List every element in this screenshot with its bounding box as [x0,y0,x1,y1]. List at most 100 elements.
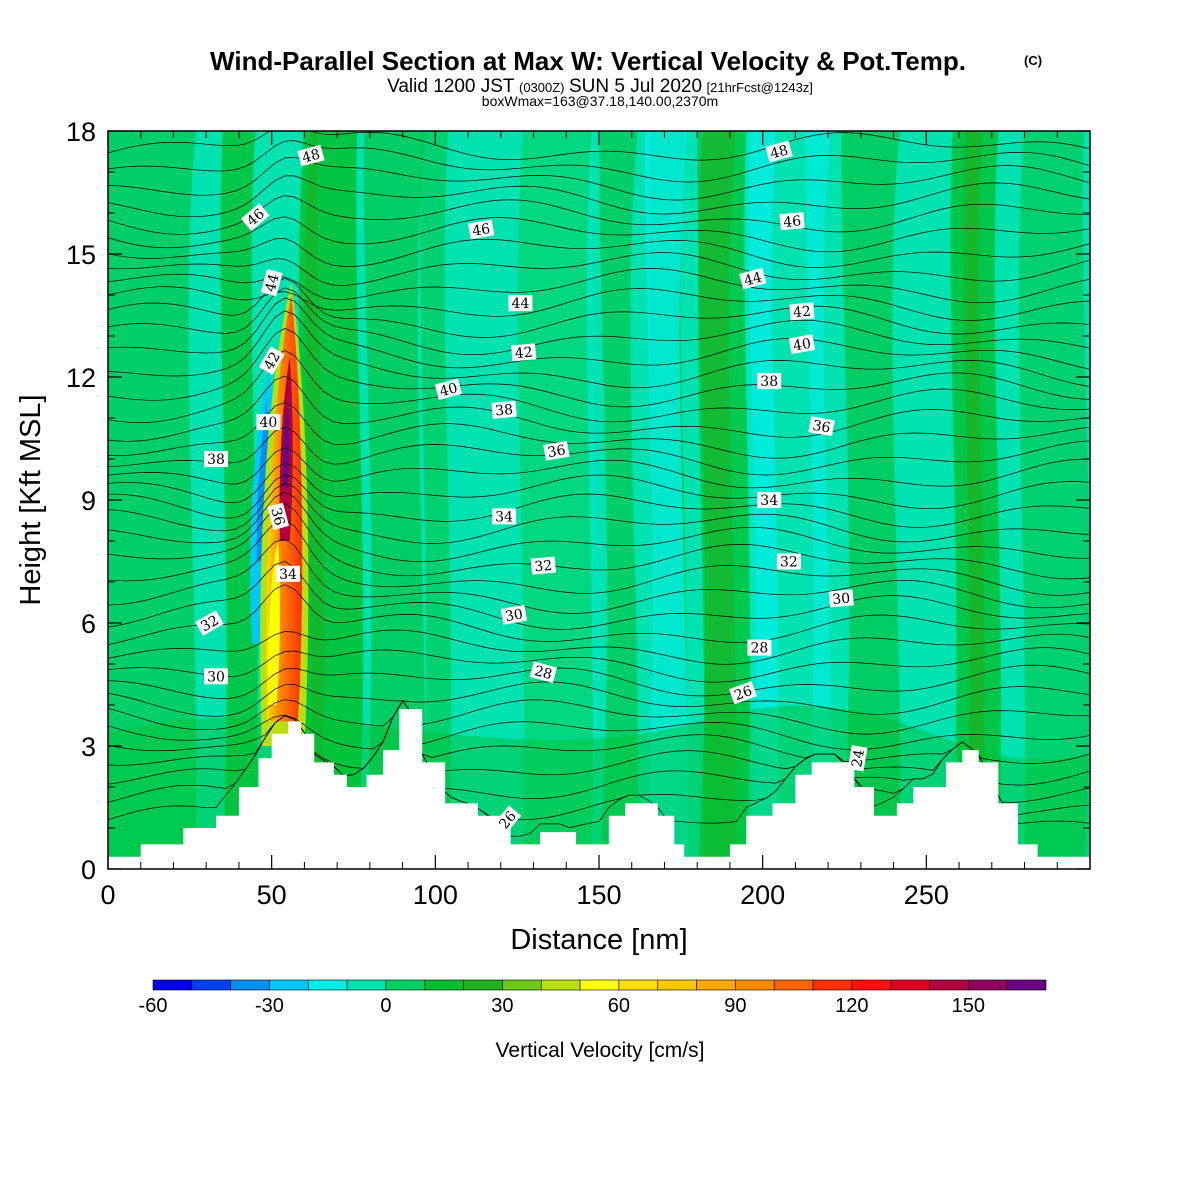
contour-label-text: 26 [732,683,754,704]
contour-label-text: 40 [438,380,459,400]
contour-label-text: 46 [471,221,491,240]
x-tick-label: 200 [740,880,785,910]
theta-contour [108,297,1090,370]
colorbar-swatch [463,979,503,991]
colorbar-swatch [773,979,814,991]
y-tick-label: 12 [66,363,96,393]
contour-label-text: 34 [279,567,297,583]
contour-label-text: 44 [512,296,530,312]
velocity-bands [108,131,1090,869]
colorbar-tick-label: -30 [255,995,284,1017]
colorbar-swatch [890,979,930,991]
contour-label: 32 [776,553,801,571]
contour-label: 44 [739,267,767,290]
colorbar-tick-label: 120 [835,995,868,1017]
velocity-band [586,131,599,869]
y-tick-label: 3 [81,732,96,762]
contour-label-box [828,589,854,608]
theta-contour [108,310,1090,389]
velocity-band [108,131,197,869]
contour-label-text: 36 [546,442,566,461]
contour-label-text: 30 [504,606,524,625]
theta-contour [108,681,1090,717]
contour-label-box [508,295,533,312]
contour-label: 36 [267,502,290,531]
contour-label-text: 32 [198,612,221,635]
theta-contour [108,216,1090,253]
velocity-band [599,131,639,869]
contour-label-box [297,144,325,167]
contour-label-box [204,668,229,685]
colorbar-swatch [308,979,348,991]
velocity-band [697,131,737,869]
contour-label-text: 32 [534,558,553,575]
contour-label: 30 [828,589,854,608]
colorbar-tick-label: 30 [491,995,513,1017]
theta-contour [108,140,1090,183]
contour-label: 26 [729,681,758,705]
x-tick-label: 0 [100,880,115,910]
contour-label-text: 40 [259,415,277,431]
contour-label: 28 [747,639,772,657]
contour-label-box [434,378,463,401]
contour-label: 30 [204,668,229,685]
colorbar: -60 -30 0 30 60 90 120 150 [139,979,1047,1017]
colorbar-swatch [657,979,697,991]
colorbar-swatch [1006,979,1047,991]
contour-label-text: 48 [769,142,790,162]
velocity-band [1018,131,1090,869]
colorbar-swatch [618,979,659,991]
colorbar-tick-label: 60 [608,995,630,1017]
contour-label: 38 [491,400,517,420]
contour-label-text: 42 [261,349,284,372]
velocity-band [963,131,985,869]
y-tick-label: 9 [81,486,96,516]
theta-contour [108,474,1090,528]
contour-label: 42 [789,302,815,321]
contour-label: 44 [260,269,283,297]
contour-label-text: 48 [301,147,322,167]
contour-label-box [240,203,270,231]
contour-label-box [511,343,537,362]
velocity-band [305,131,324,869]
colorbar-swatch [230,979,270,991]
contour-label-text: 32 [780,555,798,571]
colorbar-swatch [540,979,581,991]
colorbar-tick-label: 0 [380,995,391,1017]
contour-label-text: 28 [750,641,768,657]
contour-label-box [847,745,868,772]
theta-contour [108,664,1090,699]
valid-utc: (0300Z) [519,80,565,95]
contour-label-box [757,373,782,390]
contour-label-box [500,604,528,625]
theta-contour [108,700,1090,786]
copyright-mark: (C) [1024,53,1042,68]
contour-label: 42 [258,346,285,375]
contour-label-box [258,346,285,375]
y-axis-label: Height [Kft MSL] [15,394,47,605]
velocity-band [363,131,426,869]
contour-label: 34 [757,492,782,509]
theta-contour [108,252,1090,286]
theta-contour [108,700,1090,751]
contour-label-text: 38 [207,452,225,468]
velocity-band [518,131,599,869]
contour-label-text: 46 [783,213,802,230]
theta-contour [108,426,1090,476]
theta-contour [108,699,1090,735]
contour-label-box [729,681,758,705]
updraft-lower [268,541,280,705]
contour-label-text: 36 [811,418,831,437]
theta-contour [108,195,1090,235]
valid-time-line: Valid 1200 JST (0300Z) SUN 5 Jul 2020 [2… [387,76,813,97]
theta-contour [108,491,1090,563]
contour-label: 34 [276,565,301,583]
contour-label: 40 [788,334,816,355]
contour-label: 34 [492,508,517,525]
theta-contours [108,131,1090,837]
contour-label: 38 [757,373,782,390]
colorbar-swatch [152,979,193,991]
contour-label-box [779,212,805,231]
